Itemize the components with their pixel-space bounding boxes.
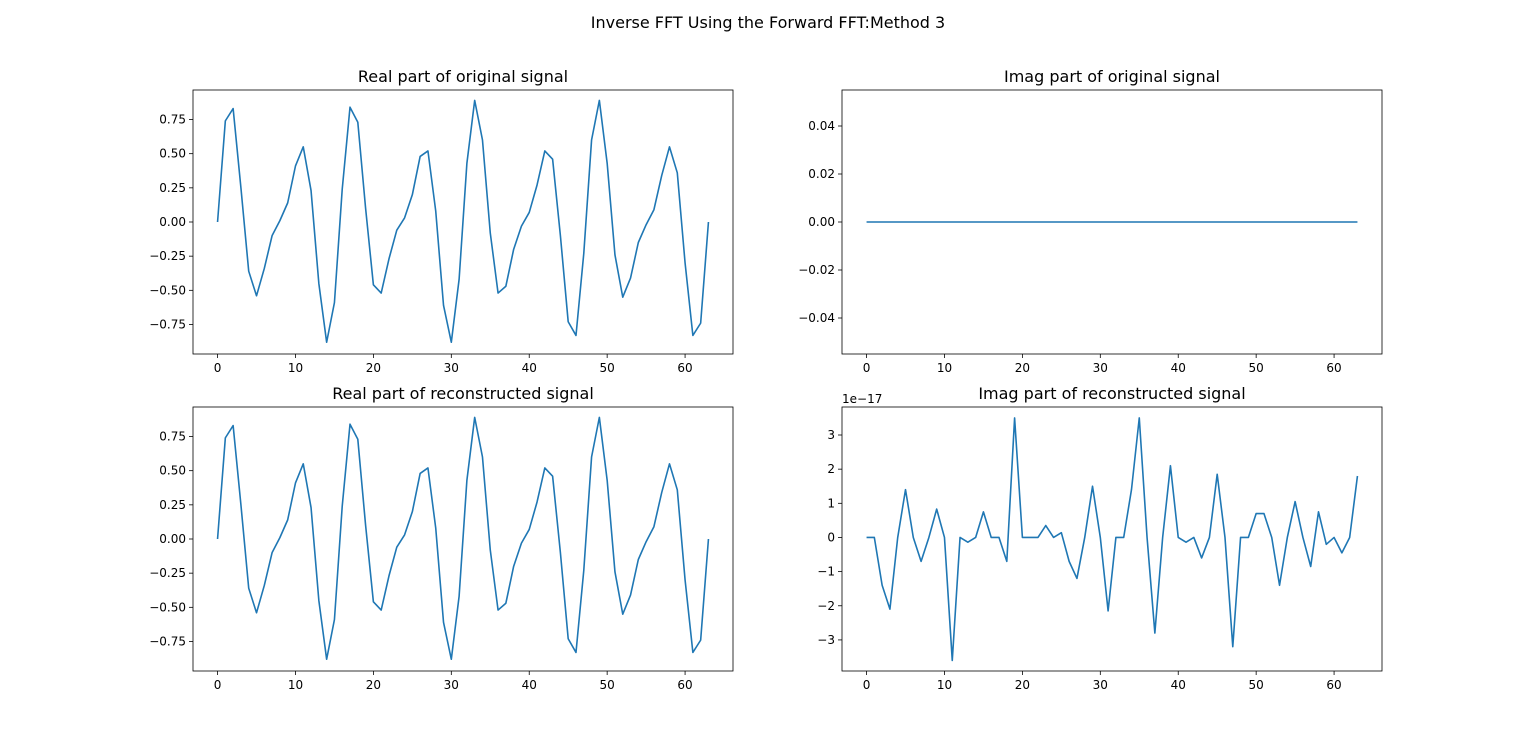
series-line xyxy=(866,417,1359,662)
figure-suptitle: Inverse FFT Using the Forward FFT:Method… xyxy=(591,13,945,32)
y-tick-label: −0.50 xyxy=(149,600,186,614)
y-tick-label: 0 xyxy=(827,530,835,544)
x-tick-label: 60 xyxy=(677,678,692,692)
plot-area: 0 10 20 30 40 50 60 −0.75 −0.50 −0.25 0.00 0.25 0.50… xyxy=(149,99,710,375)
subplot-title: Real part of reconstructed signal xyxy=(332,384,594,403)
y-tick-label: −0.75 xyxy=(149,634,186,648)
axes-frame xyxy=(841,406,1383,672)
x-tick-label: 40 xyxy=(1171,678,1186,692)
x-tick-label: 50 xyxy=(1249,678,1264,692)
x-tick-label: 20 xyxy=(1015,361,1030,375)
x-tick-label: 0 xyxy=(863,678,871,692)
x-tick-label: 40 xyxy=(522,361,537,375)
x-tick-label: 50 xyxy=(600,361,615,375)
subplot-real-reconstructed: Real part of reconstructed signal 0 10 20 3… xyxy=(149,384,734,692)
subplot-title: Imag part of reconstructed signal xyxy=(978,384,1245,403)
subplot-title: Real part of original signal xyxy=(358,67,568,86)
y-tick-label: 0.25 xyxy=(159,498,186,512)
y-tick-label: −0.75 xyxy=(149,317,186,331)
y-tick-label: −1 xyxy=(817,565,835,579)
x-tick-label: 0 xyxy=(214,678,222,692)
subplot-title: Imag part of original signal xyxy=(1004,67,1220,86)
x-tick-label: 20 xyxy=(366,361,381,375)
axes-frame xyxy=(192,406,734,672)
x-tick-label: 60 xyxy=(1326,361,1341,375)
x-tick-label: 10 xyxy=(937,361,952,375)
y-offset-label: 1e−17 xyxy=(842,392,882,406)
x-tick-label: 10 xyxy=(288,361,303,375)
x-tick-label: 20 xyxy=(366,678,381,692)
y-tick-label: −3 xyxy=(817,633,835,647)
x-tick-label: 40 xyxy=(522,678,537,692)
x-tick-label: 60 xyxy=(1326,678,1341,692)
x-tick-label: 30 xyxy=(444,678,459,692)
y-tick-label: 0.00 xyxy=(159,532,186,546)
x-tick-label: 0 xyxy=(214,361,222,375)
y-tick-label: −0.25 xyxy=(149,249,186,263)
y-tick-label: 0.75 xyxy=(159,430,186,444)
series-line xyxy=(216,416,710,661)
y-tick-label: 0.75 xyxy=(159,113,186,127)
axes-frame xyxy=(841,89,1383,355)
plot-area: 0 10 20 30 40 50 60 −3 −2 −1 0 1 2 3 xyxy=(817,417,1359,692)
plot-area: 0 10 20 30 40 50 60 −0.75 −0.50 −0.25 0.00 0.25 0.50… xyxy=(149,416,710,692)
subplot-imag-original: Imag part of original signal 0 10 20 30 40 50… xyxy=(798,67,1383,375)
series-line xyxy=(216,99,710,344)
y-tick-label: 0.50 xyxy=(159,147,186,161)
y-tick-label: 2 xyxy=(827,462,835,476)
x-tick-label: 0 xyxy=(863,361,871,375)
plot-area: 0 10 20 30 40 50 60 −0.04 −0.02 0.00 0.02 0.04 xyxy=(798,119,1358,375)
x-tick-label: 50 xyxy=(1249,361,1264,375)
y-tick-label: 0.00 xyxy=(159,215,186,229)
x-tick-label: 30 xyxy=(1093,678,1108,692)
y-tick-label: 0.00 xyxy=(808,215,835,229)
x-tick-label: 10 xyxy=(288,678,303,692)
y-tick-label: −0.50 xyxy=(149,283,186,297)
y-tick-label: 0.25 xyxy=(159,181,186,195)
x-tick-label: 10 xyxy=(937,678,952,692)
y-tick-label: 0.02 xyxy=(808,167,835,181)
x-tick-label: 50 xyxy=(600,678,615,692)
x-tick-label: 40 xyxy=(1171,361,1186,375)
y-tick-label: −0.02 xyxy=(798,263,835,277)
y-tick-label: −0.25 xyxy=(149,566,186,580)
x-tick-label: 20 xyxy=(1015,678,1030,692)
subplot-real-original: Real part of original signal 0 10 20 30 40 50… xyxy=(149,67,734,375)
subplot-imag-reconstructed: Imag part of reconstructed signal 1e−17 … xyxy=(817,384,1383,692)
axes-frame xyxy=(192,89,734,355)
y-tick-label: 3 xyxy=(827,428,835,442)
y-tick-label: −2 xyxy=(817,599,835,613)
y-tick-label: 0.04 xyxy=(808,119,835,133)
y-tick-label: −0.04 xyxy=(798,311,835,325)
y-tick-label: 1 xyxy=(827,496,835,510)
x-tick-label: 60 xyxy=(677,361,692,375)
y-tick-label: 0.50 xyxy=(159,464,186,478)
x-tick-label: 30 xyxy=(444,361,459,375)
x-tick-label: 30 xyxy=(1093,361,1108,375)
